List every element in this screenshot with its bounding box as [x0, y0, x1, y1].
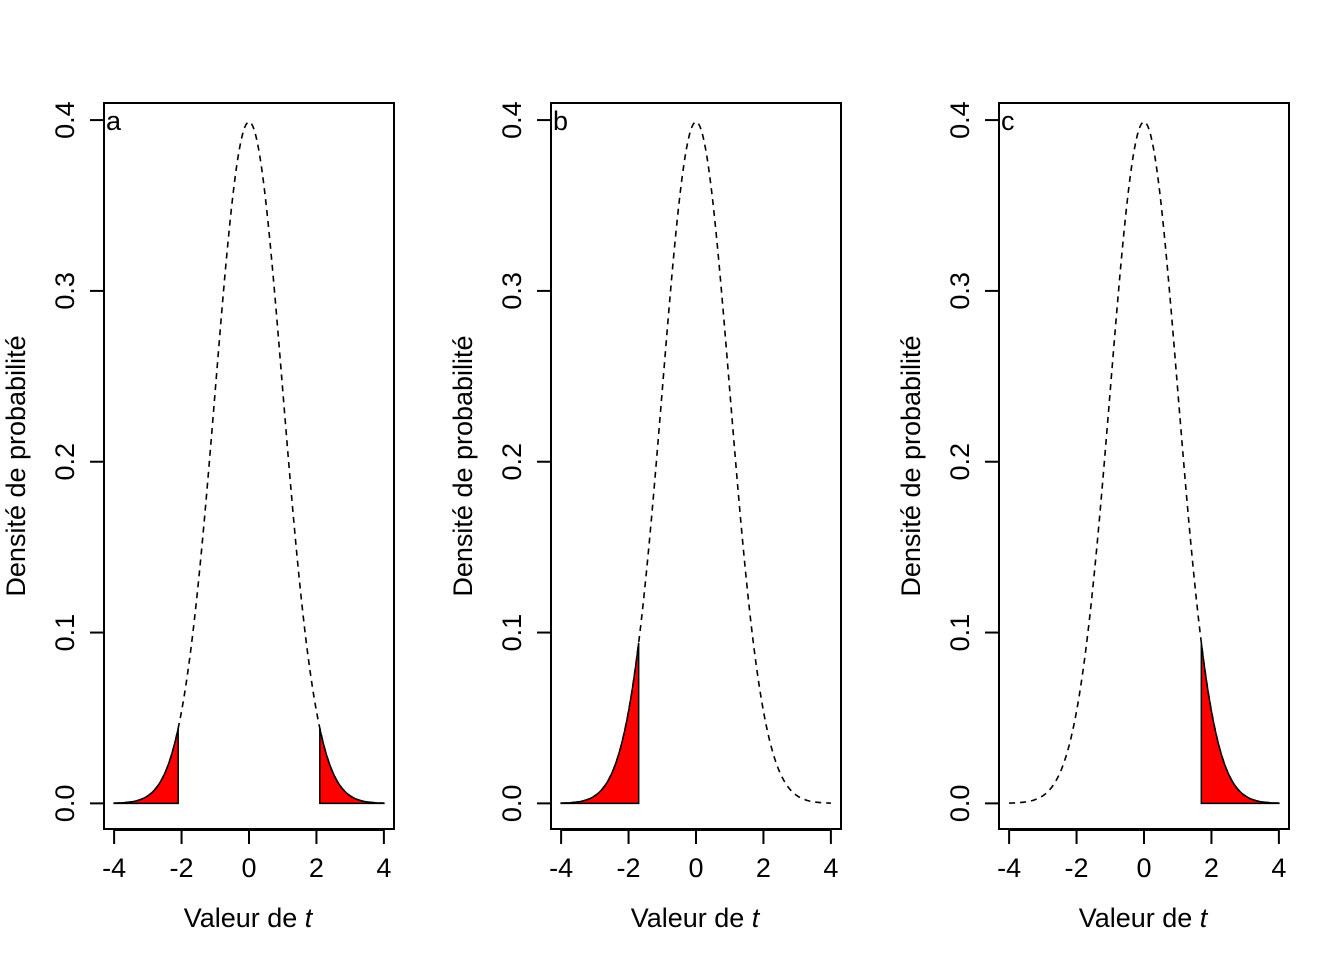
y-tick-label: 0.2: [497, 443, 527, 481]
x-tick-label: -2: [170, 853, 194, 883]
x-tick-label: -2: [1065, 853, 1089, 883]
y-tick-label: 0.3: [50, 272, 80, 310]
x-axis-title-text: Valeur de: [184, 903, 305, 933]
x-tick-label: -4: [997, 853, 1021, 883]
y-axis-title: Densité de probabilité: [1, 335, 31, 596]
chart-panel-b: -4 -2 0 2 4 0.0 0.1 0.2 0.3 0.4 Valeur de t Densité…: [448, 101, 842, 933]
x-axis-title: Valeur de t: [1079, 903, 1209, 933]
x-axis-title: Valeur de t: [184, 903, 314, 933]
y-tick-label: 0.1: [945, 614, 975, 652]
chart-panel-c: -4 -2 0 2 4 0.0 0.1 0.2 0.3 0.4 Valeur de t Densité…: [896, 101, 1290, 933]
panel-label: a: [106, 106, 122, 136]
y-tick-label: 0.1: [50, 614, 80, 652]
x-tick-label: -4: [549, 853, 573, 883]
x-tick-label: 2: [1204, 853, 1219, 883]
y-tick-label: 0.3: [945, 272, 975, 310]
chart-panel-a: -4 -2 0 2 4 0.0 0.1 0.2 0.3 0.4 Valeur de t Densité…: [1, 101, 395, 933]
x-tick-label: 0: [1136, 853, 1151, 883]
x-axis-title: Valeur de t: [631, 903, 761, 933]
y-tick-label: 0.0: [50, 785, 80, 823]
panel-label: b: [553, 106, 568, 136]
y-axis-title: Densité de probabilité: [896, 335, 926, 596]
x-tick-label: 0: [688, 853, 703, 883]
x-tick-label: 4: [1271, 853, 1286, 883]
x-tick-label: -4: [102, 853, 126, 883]
y-tick-label: 0.3: [497, 272, 527, 310]
x-axis-title-text: Valeur de: [631, 903, 752, 933]
y-tick-label: 0.4: [497, 101, 527, 139]
x-tick-label: 4: [823, 853, 838, 883]
y-axis-title: Densité de probabilité: [448, 335, 478, 596]
x-axis-title-variable: t: [305, 903, 314, 933]
y-tick-label: 0.0: [945, 785, 975, 823]
y-tick-label: 0.2: [50, 443, 80, 481]
y-tick-label: 0.4: [50, 101, 80, 139]
x-axis-title-text: Valeur de: [1079, 903, 1200, 933]
x-tick-label: -2: [617, 853, 641, 883]
panel-label: c: [1001, 106, 1015, 136]
y-tick-label: 0.2: [945, 443, 975, 481]
x-axis-title-variable: t: [1200, 903, 1209, 933]
x-tick-label: 2: [309, 853, 324, 883]
x-tick-label: 4: [376, 853, 391, 883]
y-tick-label: 0.0: [497, 785, 527, 823]
y-tick-label: 0.4: [945, 101, 975, 139]
x-axis-title-variable: t: [752, 903, 761, 933]
y-tick-label: 0.1: [497, 614, 527, 652]
x-tick-label: 0: [241, 853, 256, 883]
x-tick-label: 2: [756, 853, 771, 883]
